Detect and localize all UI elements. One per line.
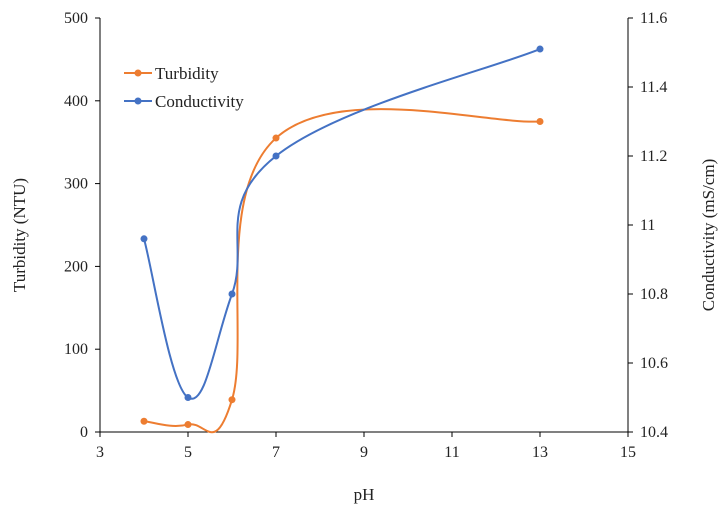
conductivity-point xyxy=(140,235,148,243)
conductivity-point xyxy=(228,290,236,298)
conductivity-point xyxy=(272,152,280,160)
legend-conductivity-marker xyxy=(134,97,142,105)
y-left-tick-label: 300 xyxy=(64,176,88,193)
legend-turbidity-label: Turbidity xyxy=(155,64,219,83)
axes: 3 5 7 9 11 13 15 0 100 200 300 400 500 10.4 10.6 10.8 11… xyxy=(64,10,668,461)
conductivity-point xyxy=(536,45,544,53)
x-tick-label: 15 xyxy=(620,444,636,461)
y-left-tick-label: 200 xyxy=(64,258,88,275)
conductivity-line xyxy=(143,48,541,400)
y-right-tick-label: 11 xyxy=(640,217,655,234)
turbidity-point xyxy=(140,417,148,425)
x-tick-label: 13 xyxy=(532,444,548,461)
y-right-tick-label: 11.2 xyxy=(640,148,667,165)
y-axis-title-left: Turbidity (NTU) xyxy=(10,178,29,292)
y-right-tick-label: 11.6 xyxy=(640,10,667,27)
x-tick-label: 3 xyxy=(96,444,104,461)
legend: Turbidity Conductivity xyxy=(124,64,244,111)
legend-turbidity-marker xyxy=(134,69,142,77)
x-tick-label: 9 xyxy=(360,444,368,461)
series-layer xyxy=(140,45,544,434)
x-axis-title: pH xyxy=(354,485,375,504)
x-tick-label: 5 xyxy=(184,444,192,461)
x-tick-label: 11 xyxy=(444,444,459,461)
y-left-tick-label: 500 xyxy=(64,10,88,27)
x-tick-label: 7 xyxy=(272,444,280,461)
y-left-tick-label: 400 xyxy=(64,93,88,110)
y-right-tick-label: 10.4 xyxy=(640,424,668,441)
y-left-tick-label: 100 xyxy=(64,341,88,358)
y-right-tick-label: 11.4 xyxy=(640,79,667,96)
y-right-tick-label: 10.6 xyxy=(640,355,668,372)
y-right-tick-label: 10.8 xyxy=(640,286,668,303)
turbidity-point xyxy=(228,396,236,404)
conductivity-point xyxy=(184,394,192,401)
turbidity-point xyxy=(184,421,192,429)
turbidity-point xyxy=(272,134,280,142)
y-axis-title-right: Conductivity (mS/cm) xyxy=(699,159,718,312)
y-left-tick-label: 0 xyxy=(80,424,88,441)
legend-conductivity-label: Conductivity xyxy=(155,92,244,111)
turbidity-point xyxy=(536,118,544,125)
